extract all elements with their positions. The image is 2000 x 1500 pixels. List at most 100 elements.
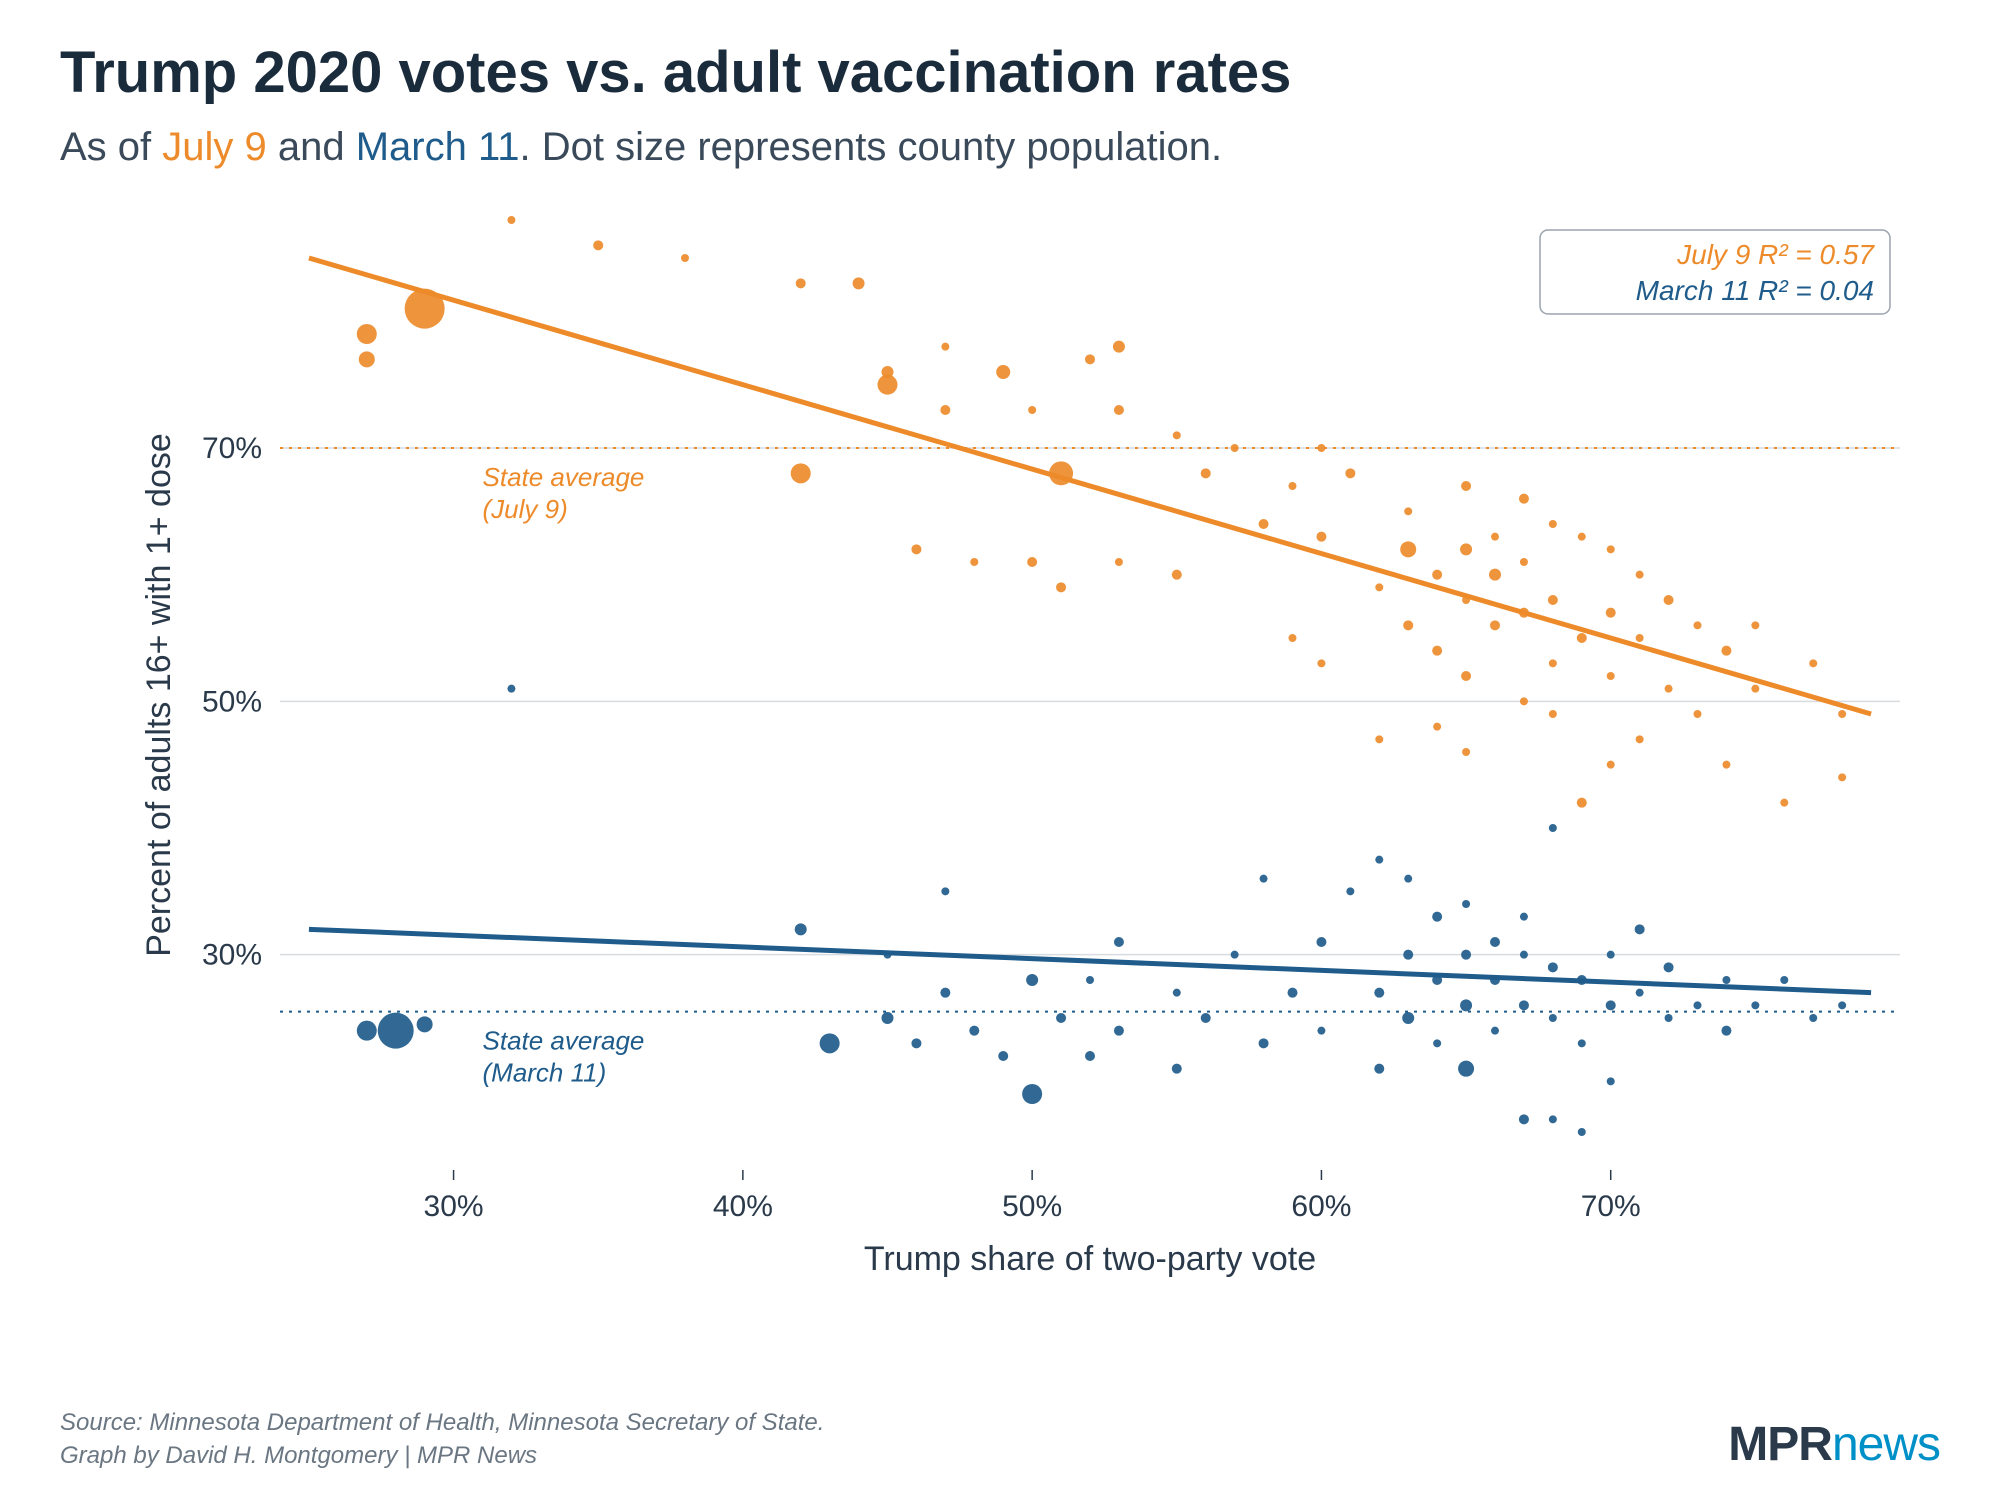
data-point-july <box>1085 354 1095 364</box>
data-point-july <box>1289 482 1297 490</box>
data-point-july <box>1114 405 1124 415</box>
data-point-march <box>1056 1013 1066 1023</box>
subtitle-pre: As of <box>60 125 162 169</box>
data-point-july <box>1027 557 1037 567</box>
svg-text:(March 11): (March 11) <box>483 1057 607 1087</box>
data-point-march <box>1838 1001 1846 1009</box>
data-point-march <box>1259 1038 1269 1048</box>
data-point-march <box>1549 1115 1557 1123</box>
data-point-march <box>1780 976 1788 984</box>
data-point-july <box>1460 543 1472 555</box>
data-point-march <box>1114 1025 1124 1035</box>
data-point-march <box>1375 855 1383 863</box>
legend-march: March 11 R² = 0.04 <box>1636 275 1874 306</box>
data-point-march <box>1402 1012 1414 1024</box>
data-point-march <box>1694 1001 1702 1009</box>
data-point-march <box>1085 1051 1095 1061</box>
data-point-july <box>1201 468 1211 478</box>
data-point-march <box>378 1012 414 1048</box>
data-point-july <box>970 558 978 566</box>
data-point-july <box>1780 798 1788 806</box>
data-point-march <box>1173 988 1181 996</box>
data-point-march <box>1114 937 1124 947</box>
data-point-march <box>1461 949 1471 959</box>
data-point-march <box>1432 911 1442 921</box>
mpr-news-logo: MPRnews <box>1728 1417 1940 1472</box>
data-point-march <box>1636 988 1644 996</box>
state-avg-label-july: State average <box>483 462 645 492</box>
logo-text-mpr: MPR <box>1728 1418 1832 1471</box>
svg-text:(July 9): (July 9) <box>483 494 568 524</box>
data-point-july <box>359 351 375 367</box>
data-point-july <box>1607 760 1615 768</box>
data-point-july <box>1519 493 1529 503</box>
data-point-july <box>1345 468 1355 478</box>
data-point-july <box>1636 634 1644 642</box>
subtitle-mid: and <box>267 125 356 169</box>
data-point-march <box>1404 874 1412 882</box>
chart-subtitle: As of July 9 and March 11. Dot size repr… <box>60 125 1940 170</box>
data-point-july <box>1491 532 1499 540</box>
data-point-july <box>1028 406 1036 414</box>
state-avg-label-march: State average <box>483 1025 645 1055</box>
data-point-march <box>1578 1039 1586 1047</box>
source-line-2: Graph by David H. Montgomery | MPR News <box>60 1440 824 1472</box>
data-point-july <box>1577 797 1587 807</box>
chart-title: Trump 2020 votes vs. adult vaccination r… <box>60 40 1940 107</box>
data-point-march <box>1664 962 1674 972</box>
data-point-july <box>1461 481 1471 491</box>
data-point-july <box>1578 532 1586 540</box>
x-tick-label: 40% <box>713 1190 773 1223</box>
data-point-july <box>1520 697 1528 705</box>
data-point-march <box>941 887 949 895</box>
data-point-march <box>1548 962 1558 972</box>
data-point-march <box>1022 1084 1042 1104</box>
data-point-march <box>1491 1026 1499 1034</box>
data-point-july <box>1375 583 1383 591</box>
data-point-march <box>1172 1063 1182 1073</box>
data-point-march <box>1288 987 1298 997</box>
data-point-march <box>417 1016 433 1032</box>
data-point-july <box>1173 431 1181 439</box>
data-point-july <box>1549 520 1557 528</box>
data-point-march <box>1403 949 1413 959</box>
data-point-july <box>1404 507 1412 515</box>
data-point-july <box>911 544 921 554</box>
data-point-july <box>1231 444 1239 452</box>
data-point-march <box>1549 824 1557 832</box>
data-point-march <box>1433 1039 1441 1047</box>
data-point-july <box>1489 568 1501 580</box>
data-point-july <box>1172 569 1182 579</box>
data-point-july <box>878 374 898 394</box>
data-point-march <box>1231 950 1239 958</box>
data-point-july <box>941 342 949 350</box>
data-point-march <box>1606 1000 1616 1010</box>
data-point-march <box>1721 1025 1731 1035</box>
data-point-march <box>1201 1013 1211 1023</box>
data-point-july <box>996 365 1010 379</box>
data-point-july <box>507 216 515 224</box>
data-point-july <box>1462 748 1470 756</box>
subtitle-post: . Dot size represents county population. <box>520 125 1223 169</box>
data-point-july <box>1722 760 1730 768</box>
x-tick-label: 70% <box>1581 1190 1641 1223</box>
data-point-july <box>1577 633 1587 643</box>
scatter-chart: State average(July 9)State average(March… <box>60 190 1940 1290</box>
y-tick-label: 30% <box>202 938 262 971</box>
data-point-july <box>1259 519 1269 529</box>
data-point-july <box>1751 684 1759 692</box>
data-point-march <box>1519 1114 1529 1124</box>
data-point-march <box>1751 1001 1759 1009</box>
y-tick-label: 50% <box>202 685 262 718</box>
data-point-march <box>507 684 515 692</box>
data-point-march <box>1549 1014 1557 1022</box>
source-text: Source: Minnesota Department of Health, … <box>60 1407 824 1472</box>
data-point-july <box>853 277 865 289</box>
data-point-july <box>1113 340 1125 352</box>
data-point-march <box>1460 999 1472 1011</box>
data-point-march <box>1458 1060 1474 1076</box>
source-line-1: Source: Minnesota Department of Health, … <box>60 1407 824 1439</box>
data-point-july <box>681 254 689 262</box>
data-point-march <box>1462 900 1470 908</box>
y-axis-label: Percent of adults 16+ with 1+ dose <box>140 433 178 957</box>
